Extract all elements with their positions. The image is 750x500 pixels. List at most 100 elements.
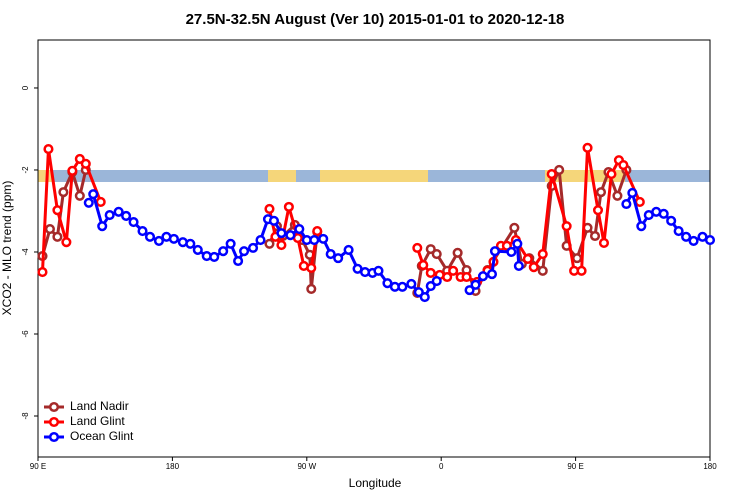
point <box>412 242 423 253</box>
point <box>666 215 677 226</box>
y-tick-label: 0 <box>21 85 30 90</box>
point <box>285 230 296 241</box>
point <box>264 203 275 214</box>
point <box>318 233 329 244</box>
point <box>589 230 601 242</box>
point <box>452 247 463 258</box>
point <box>627 187 638 198</box>
chart-title: 27.5N-32.5N August (Ver 10) 2015-01-01 t… <box>186 11 565 28</box>
point <box>595 187 607 198</box>
point <box>83 197 94 208</box>
x-axis-label: Longitude <box>349 476 402 490</box>
point <box>413 287 424 298</box>
y-tick-label: -4 <box>21 248 30 256</box>
point <box>448 265 459 276</box>
y-tick-label: -8 <box>21 412 30 420</box>
point <box>44 223 55 235</box>
point <box>621 198 632 210</box>
point <box>264 238 275 249</box>
point <box>528 262 539 273</box>
point <box>513 260 524 271</box>
legend-marker <box>48 401 60 413</box>
series-line <box>41 168 628 294</box>
point <box>306 283 317 294</box>
point <box>104 210 115 221</box>
point <box>425 280 436 292</box>
point <box>582 142 593 153</box>
point <box>255 235 266 246</box>
x-tick-label: 180 <box>166 462 180 471</box>
point <box>537 248 548 260</box>
point <box>561 221 572 232</box>
point <box>247 242 259 253</box>
point <box>209 251 220 262</box>
point <box>576 265 587 276</box>
point <box>95 196 106 208</box>
point <box>522 253 533 265</box>
point <box>168 233 179 244</box>
legend-label: Ocean Glint <box>70 429 134 443</box>
point <box>268 215 279 226</box>
point <box>233 255 244 267</box>
point <box>537 265 548 276</box>
x-tick-label: 90 W <box>297 462 316 471</box>
x-tick-label: 90 E <box>30 462 46 471</box>
point <box>397 281 408 292</box>
point <box>636 221 647 232</box>
point <box>598 237 610 249</box>
point <box>418 260 429 271</box>
point <box>618 160 629 171</box>
point <box>425 267 436 278</box>
point <box>52 205 63 216</box>
point <box>506 246 517 258</box>
point <box>612 190 623 201</box>
point <box>52 231 63 242</box>
point <box>276 228 287 239</box>
x-tick-label: 180 <box>703 462 717 471</box>
point <box>121 210 132 221</box>
point <box>373 265 384 276</box>
point <box>239 246 250 257</box>
legend-marker <box>48 416 60 428</box>
point <box>283 201 294 212</box>
y-tick-label: -6 <box>21 330 30 338</box>
point <box>58 187 69 198</box>
point <box>606 169 617 180</box>
point <box>88 189 99 200</box>
point <box>43 144 54 155</box>
legend-marker <box>48 431 60 443</box>
point <box>461 271 472 283</box>
point <box>406 278 417 290</box>
point <box>470 279 481 290</box>
point <box>431 248 442 260</box>
point <box>425 244 436 255</box>
land-sea-strip <box>38 170 710 182</box>
point <box>658 208 669 219</box>
point <box>74 190 85 201</box>
point <box>312 226 323 237</box>
point <box>276 239 287 251</box>
point <box>572 253 583 264</box>
point <box>673 226 684 237</box>
point <box>309 235 320 246</box>
y-tick-label: -2 <box>21 166 30 174</box>
point <box>546 169 557 180</box>
point <box>704 235 716 246</box>
point <box>192 244 203 255</box>
x-tick-label: 0 <box>439 462 444 471</box>
point <box>97 221 108 232</box>
point <box>80 158 91 169</box>
point <box>61 237 72 248</box>
point <box>153 235 165 246</box>
point <box>477 271 489 282</box>
point <box>382 278 393 289</box>
point <box>486 269 498 280</box>
point <box>218 246 229 257</box>
point <box>512 238 523 249</box>
point <box>554 164 565 176</box>
point <box>509 222 520 233</box>
point <box>113 206 124 217</box>
point <box>137 226 148 237</box>
point <box>464 285 475 296</box>
